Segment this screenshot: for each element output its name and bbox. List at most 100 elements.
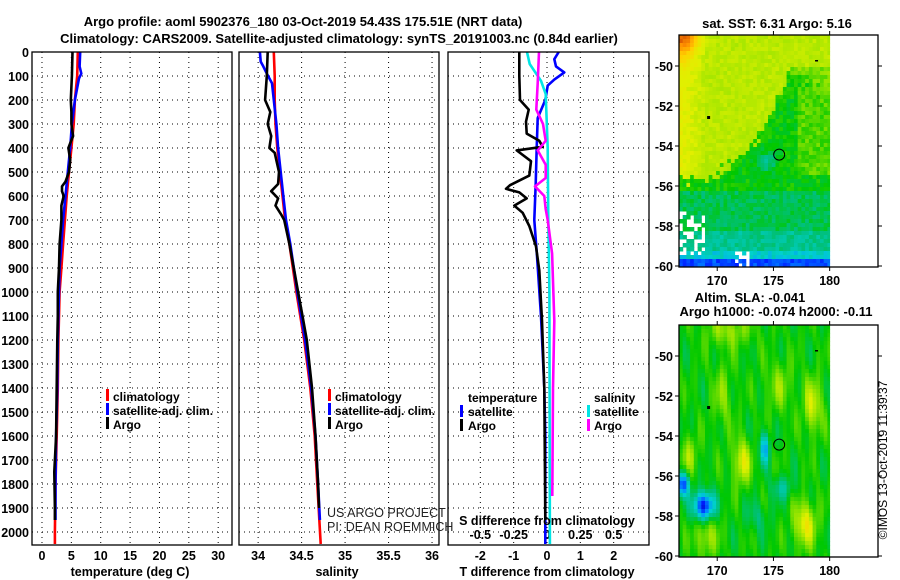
map-cell <box>786 59 791 64</box>
depth-tick-label: 1100 <box>2 310 29 324</box>
map-cell <box>742 397 747 402</box>
map-cell <box>827 211 831 216</box>
map-cell <box>723 99 728 104</box>
map-cell <box>794 67 799 72</box>
map-cell <box>708 203 713 208</box>
map-cell <box>816 505 821 510</box>
map-cell <box>723 67 728 72</box>
map-cell <box>827 377 831 382</box>
map-cell <box>712 453 717 458</box>
map-cell <box>797 453 802 458</box>
map-cell <box>679 465 684 470</box>
map-cell <box>820 47 825 52</box>
map-cell <box>782 393 788 398</box>
map-cell <box>697 413 702 418</box>
map-cell <box>812 541 817 546</box>
map-cell <box>782 75 788 80</box>
map-cell <box>812 183 817 188</box>
map-cell <box>745 99 750 104</box>
map-cell <box>782 513 788 518</box>
map-cell <box>753 79 758 84</box>
x-tick-label: 0 <box>544 549 551 563</box>
map-cell <box>801 139 806 144</box>
map-cell <box>701 385 706 390</box>
map-cell <box>745 195 750 200</box>
map-cell <box>775 171 780 176</box>
map-cell <box>753 381 758 386</box>
map-cell <box>742 489 747 494</box>
map-cell <box>801 429 806 434</box>
map-cell <box>812 489 817 494</box>
map-cell <box>760 243 765 248</box>
map-cell <box>812 211 817 216</box>
map-cell <box>764 421 769 426</box>
map-cell <box>727 357 732 362</box>
map-cell <box>797 513 802 518</box>
map-cell <box>730 243 736 248</box>
map-cell <box>812 163 817 168</box>
map-cell <box>794 207 799 212</box>
map-cell <box>738 449 743 454</box>
map-cell <box>708 349 713 354</box>
map-cell <box>712 87 717 92</box>
map-cell <box>756 243 762 248</box>
map-cell <box>820 485 825 490</box>
map-cell <box>693 207 698 212</box>
map-cell <box>734 461 739 466</box>
map-cell <box>775 55 780 60</box>
map-cell <box>820 501 825 506</box>
map-cell <box>723 111 728 116</box>
map-cell <box>723 405 728 410</box>
map-cell <box>782 191 788 196</box>
map-cell <box>801 417 806 422</box>
map-cell <box>820 449 825 454</box>
map-cell <box>727 47 732 52</box>
map-cell <box>727 203 732 208</box>
map-cell <box>771 369 776 374</box>
map-cell <box>794 39 799 44</box>
map-cell <box>782 537 788 542</box>
map-cell <box>764 143 769 148</box>
map-cell <box>790 541 795 546</box>
map-cell <box>801 545 806 550</box>
map-cell <box>816 509 821 514</box>
map-cell <box>734 255 739 260</box>
map-cell <box>816 79 821 84</box>
map-cell <box>701 83 706 88</box>
map-cell <box>801 215 806 220</box>
map-cell <box>771 211 776 216</box>
map-cell <box>786 203 791 208</box>
map-cell <box>682 71 687 76</box>
map-cell <box>768 437 773 442</box>
map-cell <box>779 485 784 490</box>
map-cell <box>816 131 821 136</box>
map-cell <box>708 485 713 490</box>
map-cell <box>756 545 762 550</box>
map-cell <box>679 353 684 358</box>
map-cell <box>708 235 713 240</box>
map-cell <box>786 55 791 60</box>
map-cell <box>816 243 821 248</box>
map-cell <box>730 501 736 506</box>
map-cell <box>723 337 728 342</box>
map-cell <box>801 421 806 426</box>
map-cell <box>801 75 806 80</box>
map-cell <box>820 405 825 410</box>
map-cell <box>764 139 769 144</box>
map-cell <box>786 449 791 454</box>
map-cell <box>705 501 710 506</box>
map-cell <box>682 401 687 406</box>
map-cell <box>697 263 702 268</box>
map-cell <box>823 445 828 450</box>
map-cell <box>797 63 802 68</box>
map-cell <box>745 345 750 350</box>
map-cell <box>823 473 828 478</box>
map-cell <box>749 175 754 180</box>
map-cell <box>738 469 743 474</box>
map-cell <box>701 131 706 136</box>
map-cell <box>686 417 691 422</box>
map-cell <box>771 239 776 244</box>
map-cell <box>764 115 769 120</box>
map-cell <box>764 369 769 374</box>
map-cell <box>753 397 758 402</box>
